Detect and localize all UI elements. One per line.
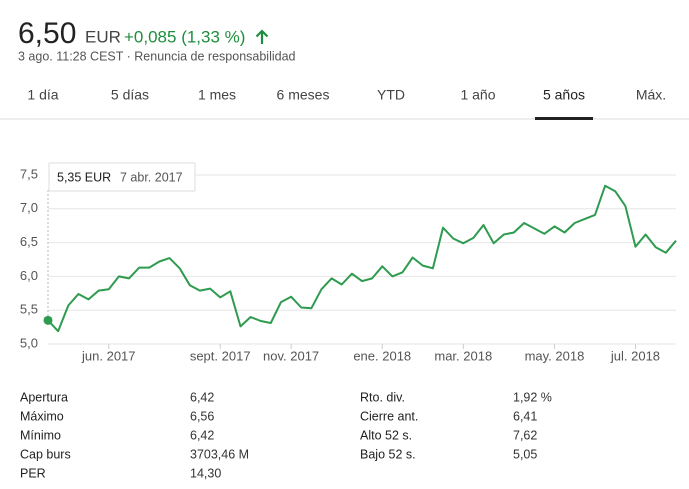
change: +0,085 (1,33 %) [124, 27, 245, 46]
stat-label: PER [20, 466, 46, 480]
price-line [47, 184, 677, 333]
stat-value: 7,62 [513, 428, 537, 442]
stat-label: Bajo 52 s. [360, 447, 416, 461]
tab[interactable]: 6 meses [277, 87, 330, 103]
y-tick-label: 6,5 [20, 234, 38, 249]
stat-label: Alto 52 s. [360, 428, 412, 442]
tab[interactable]: 5 años [543, 87, 585, 103]
y-tick-label: 7,0 [20, 200, 38, 215]
y-tick-label: 5,0 [20, 335, 38, 350]
x-tick-label: jun. 2017 [81, 348, 136, 363]
stat-label: Cierre ant. [360, 409, 418, 423]
x-tick-label: nov. 2017 [263, 348, 319, 363]
tab[interactable]: 5 días [111, 87, 149, 103]
currency: EUR [85, 27, 121, 46]
stat-value: 14,30 [190, 466, 221, 480]
stat-label: Mínimo [20, 428, 61, 442]
y-tick-label: 7,5 [20, 166, 38, 181]
y-tick-label: 5,5 [20, 302, 38, 317]
up-arrow [255, 29, 269, 44]
stat-value: 6,42 [190, 428, 214, 442]
x-tick-label: may. 2018 [525, 348, 585, 363]
x-tick-label: sept. 2017 [190, 348, 251, 363]
info: 3 ago. 11:28 CEST · Renuncia de responsa… [18, 49, 296, 63]
x-tick-label: ene. 2018 [353, 348, 411, 363]
stat-label: Apertura [20, 390, 68, 404]
y-tick-label: 6,0 [20, 268, 38, 283]
x-tick-label: mar. 2018 [434, 348, 492, 363]
tab-underline [534, 117, 594, 120]
tab[interactable]: YTD [377, 87, 405, 103]
stat-label: Cap burs [20, 447, 71, 461]
stat-value: 6,42 [190, 390, 214, 404]
tooltip-box [48, 162, 196, 192]
stat-value: 6,56 [190, 409, 214, 423]
stat-label: Máximo [20, 409, 64, 423]
tooltip-date: 7 abr. 2017 [120, 170, 183, 184]
hover-point [43, 315, 53, 325]
tooltip-price: 5,35 EUR [57, 170, 111, 184]
stat-value: 3703,46 M [190, 447, 249, 461]
tab[interactable]: 1 año [460, 87, 495, 103]
price: 6,50 [18, 17, 76, 50]
stat-value: 6,41 [513, 409, 537, 423]
tab[interactable]: 1 mes [198, 87, 236, 103]
x-tick-label: jul. 2018 [610, 348, 660, 363]
stat-value: 5,05 [513, 447, 537, 461]
stat-label: Rto. div. [360, 390, 405, 404]
stat-value: 1,92 % [513, 390, 552, 404]
tab[interactable]: 1 día [27, 87, 58, 103]
tab[interactable]: Máx. [636, 87, 666, 103]
